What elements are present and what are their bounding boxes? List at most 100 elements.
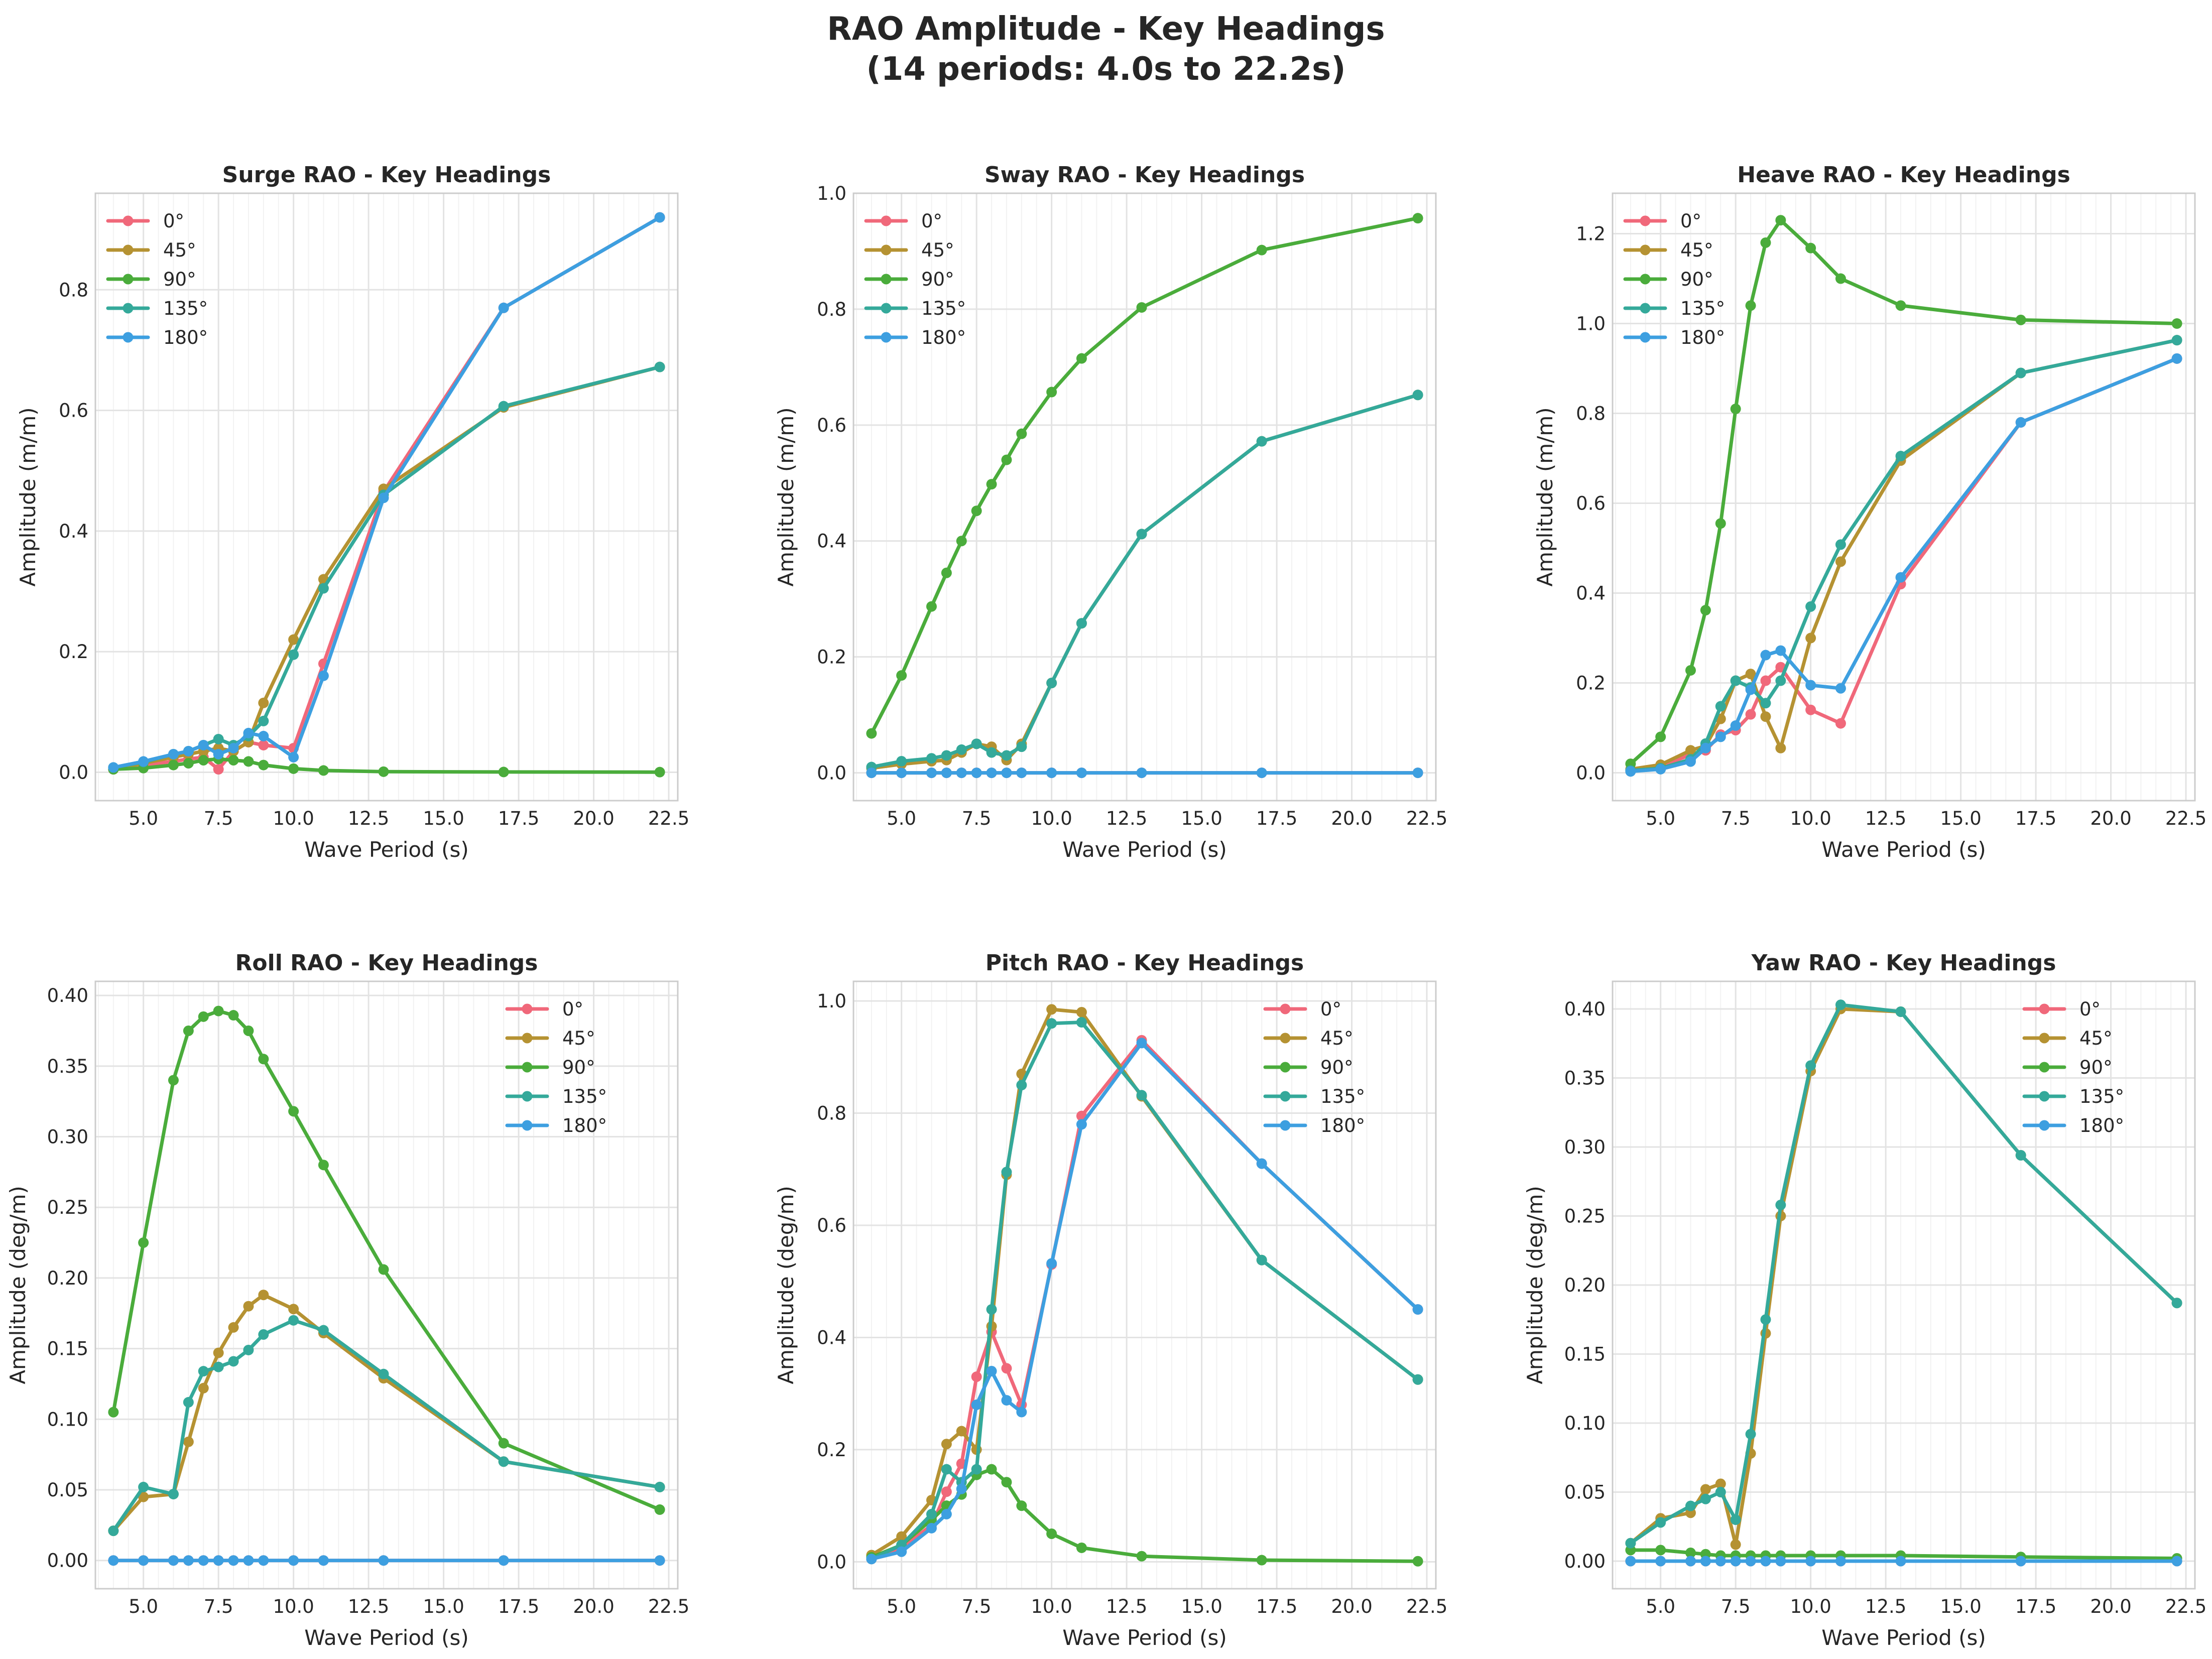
legend-label: 180° xyxy=(562,1115,607,1136)
x-tick-label: 20.0 xyxy=(573,808,614,829)
data-point xyxy=(2171,353,2182,364)
data-point xyxy=(288,1304,299,1315)
x-tick-label: 17.5 xyxy=(2015,808,2056,829)
data-point xyxy=(866,728,877,739)
data-point xyxy=(971,505,982,517)
data-point xyxy=(1835,1556,1846,1567)
data-point xyxy=(243,1301,254,1312)
data-point xyxy=(1001,1395,1012,1406)
x-tick-label: 5.0 xyxy=(1646,808,1675,829)
figure-title: RAO Amplitude - Key Headings (14 periods… xyxy=(0,9,2212,89)
data-point xyxy=(1046,1018,1057,1029)
data-point xyxy=(956,1426,967,1437)
data-point xyxy=(926,601,937,612)
data-point xyxy=(1412,1304,1423,1315)
data-point xyxy=(1760,698,1771,709)
data-point xyxy=(1136,302,1147,313)
data-point xyxy=(654,361,665,372)
data-point xyxy=(956,744,967,755)
legend-marker xyxy=(522,1003,533,1014)
legend-marker xyxy=(2039,1003,2050,1014)
data-point xyxy=(1745,1429,1756,1440)
y-tick-label: 0.0 xyxy=(817,1551,846,1573)
x-tick-label: 12.5 xyxy=(348,1596,389,1617)
legend-label: 135° xyxy=(2079,1086,2124,1107)
x-tick-label: 15.0 xyxy=(1181,1596,1222,1617)
data-point xyxy=(1136,1090,1147,1101)
x-tick-label: 15.0 xyxy=(423,808,464,829)
data-point xyxy=(183,1397,194,1408)
data-point xyxy=(498,1438,509,1449)
y-tick-label: 0.4 xyxy=(1576,583,1606,604)
axes-frame xyxy=(1612,192,2196,802)
legend-marker xyxy=(1640,274,1651,285)
y-tick-label: 0.0 xyxy=(1576,762,1606,784)
data-point xyxy=(1412,1556,1423,1567)
data-point xyxy=(318,1160,329,1171)
x-axis-label: Wave Period (s) xyxy=(1821,1625,1986,1650)
legend-marker xyxy=(1280,1120,1291,1131)
subplot-2: 5.0 7.5 10.0 12.5 15.0 17.5 20.0 22.5 0.0 0.2 0.4 0… xyxy=(774,162,1447,862)
legend-marker xyxy=(122,215,134,226)
data-point xyxy=(1895,1556,1906,1567)
data-point xyxy=(138,1491,149,1502)
legend-marker xyxy=(1640,332,1651,343)
y-tick-label: 0.6 xyxy=(817,1215,846,1236)
data-point xyxy=(866,768,877,779)
data-point xyxy=(941,768,952,779)
data-point xyxy=(1730,1556,1741,1567)
data-point xyxy=(986,1464,997,1475)
x-axis-label: Wave Period (s) xyxy=(1062,837,1227,862)
data-point xyxy=(1760,675,1771,686)
x-tick-label: 17.5 xyxy=(1256,808,1297,829)
data-point xyxy=(986,768,997,779)
data-point xyxy=(138,1237,149,1248)
legend-marker xyxy=(522,1120,533,1131)
data-point xyxy=(258,1054,269,1065)
y-tick-label: 0.05 xyxy=(47,1479,88,1501)
legend-marker xyxy=(2039,1120,2050,1131)
data-point xyxy=(1760,1314,1771,1325)
data-point xyxy=(1001,1363,1012,1374)
y-tick-label: 1.0 xyxy=(817,183,846,204)
data-point xyxy=(1730,1514,1741,1525)
series-2 xyxy=(1625,215,2182,770)
y-tick-label: 0.40 xyxy=(47,985,88,1006)
y-tick-label: 0.4 xyxy=(59,521,88,542)
legend-label: 90° xyxy=(1680,269,1713,290)
figure-title-line2: (14 periods: 4.0s to 22.2s) xyxy=(866,51,1346,88)
data-point xyxy=(138,1481,149,1492)
data-point xyxy=(1805,242,1816,253)
data-point xyxy=(1835,556,1846,567)
data-point xyxy=(1412,1374,1423,1385)
data-point xyxy=(896,670,907,681)
data-point xyxy=(288,751,299,762)
data-point xyxy=(1001,1477,1012,1488)
data-point xyxy=(1136,1038,1147,1049)
data-point xyxy=(1256,768,1267,779)
data-point xyxy=(971,1464,982,1475)
x-tick-label: 7.5 xyxy=(204,1596,233,1617)
data-point xyxy=(1655,731,1666,742)
minor-grid xyxy=(855,981,1428,1589)
data-point xyxy=(1775,675,1786,686)
data-point xyxy=(288,634,299,645)
data-point xyxy=(1715,1556,1726,1567)
axes-frame xyxy=(94,980,679,1590)
legend-label: 0° xyxy=(562,998,583,1020)
data-point xyxy=(1412,213,1423,224)
data-point xyxy=(243,1344,254,1355)
data-point xyxy=(1730,404,1741,415)
data-point xyxy=(1016,428,1027,439)
legend-marker xyxy=(881,303,892,314)
data-point xyxy=(1775,645,1786,656)
data-point xyxy=(1715,1478,1726,1489)
legend: 0° 45° 90° 135° 180° xyxy=(106,210,208,348)
x-axis-label: Wave Period (s) xyxy=(304,837,469,862)
legend-label: 180° xyxy=(921,327,966,348)
data-point xyxy=(198,754,209,765)
data-point xyxy=(1001,750,1012,761)
data-point xyxy=(168,1555,179,1566)
legend: 0° 45° 90° 135° 180° xyxy=(1263,998,1365,1136)
